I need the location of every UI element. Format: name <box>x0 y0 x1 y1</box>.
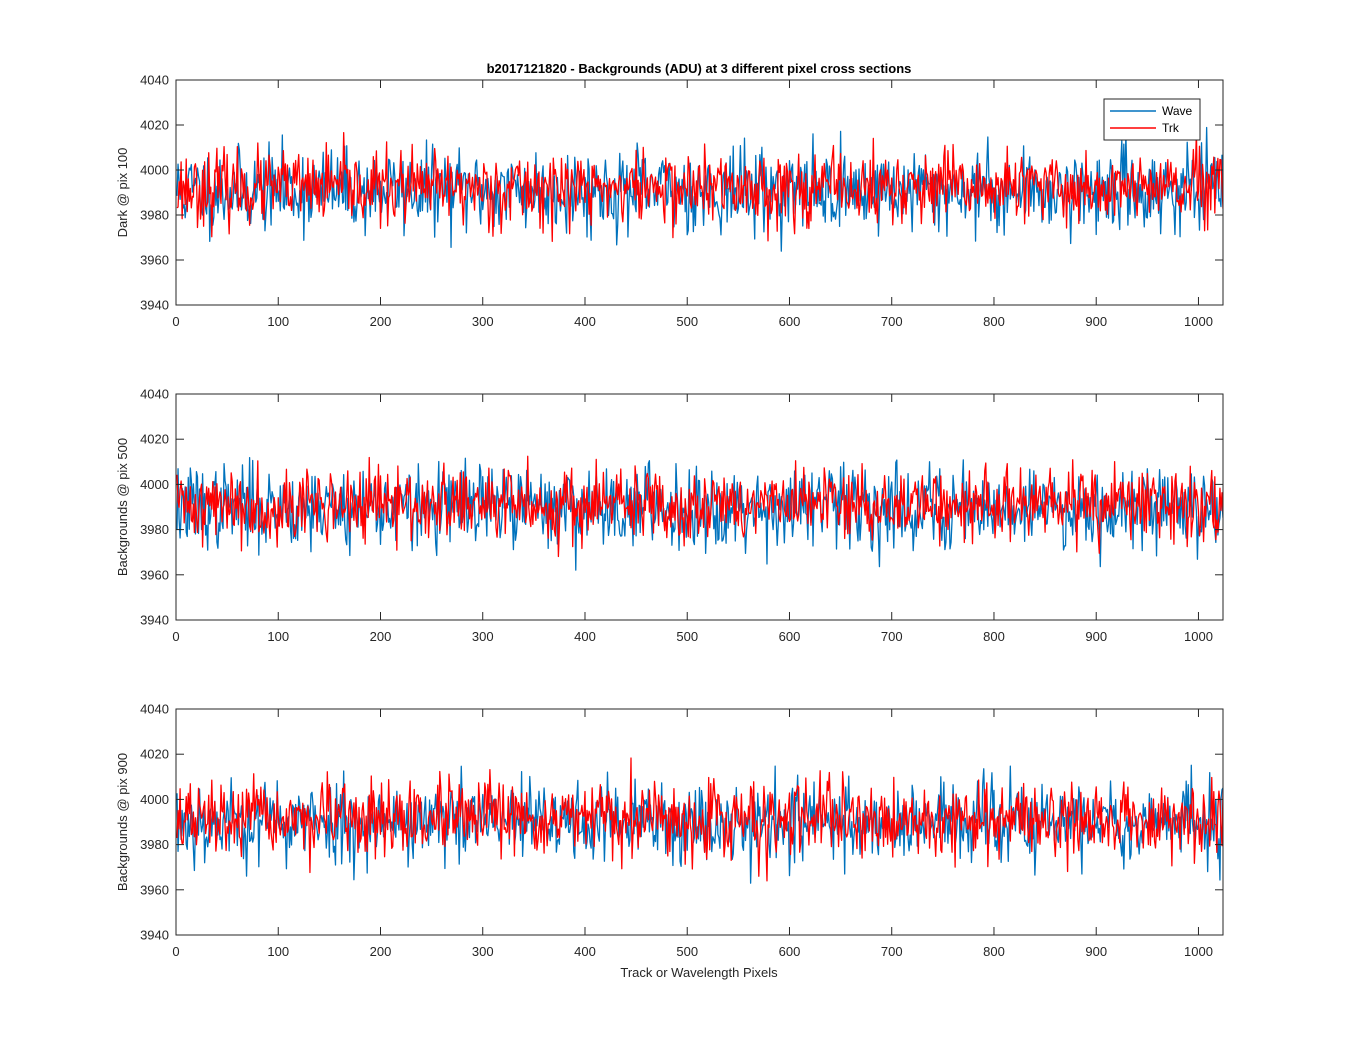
series-line-trk <box>176 130 1223 242</box>
x-tick-label: 1000 <box>1184 629 1213 644</box>
y-tick-label: 3940 <box>140 298 169 313</box>
series-line-trk <box>176 757 1223 882</box>
x-tick-label: 700 <box>881 629 903 644</box>
x-tick-label: 0 <box>172 629 179 644</box>
x-tick-label: 400 <box>574 314 596 329</box>
x-tick-label: 200 <box>370 314 392 329</box>
y-tick-label: 3940 <box>140 928 169 943</box>
legend-label-wave: Wave <box>1162 104 1193 118</box>
x-tick-label: 600 <box>779 944 801 959</box>
x-tick-label: 800 <box>983 629 1005 644</box>
x-tick-label: 200 <box>370 629 392 644</box>
y-tick-label: 4000 <box>140 477 169 492</box>
y-axis-label: Dark @ pix 100 <box>115 148 130 238</box>
x-tick-label: 800 <box>983 314 1005 329</box>
series-layer <box>176 126 1223 252</box>
x-tick-label: 1000 <box>1184 944 1213 959</box>
series-line-wave <box>176 456 1223 571</box>
legend-label-trk: Trk <box>1162 121 1180 135</box>
chart-title: b2017121820 - Backgrounds (ADU) at 3 dif… <box>487 61 912 76</box>
y-tick-label: 4000 <box>140 163 169 178</box>
y-tick-label: 3940 <box>140 613 169 628</box>
tick-layer: 0 100 200 300 400 500 600 700 800 900 1000 3940 3960… <box>140 73 1223 329</box>
x-tick-label: 900 <box>1085 314 1107 329</box>
x-tick-label: 300 <box>472 629 494 644</box>
x-tick-label: 500 <box>676 944 698 959</box>
y-tick-label: 3960 <box>140 882 169 897</box>
x-tick-label: 500 <box>676 314 698 329</box>
series-line-trk <box>176 455 1223 558</box>
y-tick-label: 4040 <box>140 702 169 717</box>
y-tick-label: 3960 <box>140 253 169 268</box>
x-tick-label: 500 <box>676 629 698 644</box>
x-tick-label: 1000 <box>1184 314 1213 329</box>
y-tick-label: 3980 <box>140 837 169 852</box>
x-tick-label: 600 <box>779 629 801 644</box>
series-layer <box>176 757 1223 884</box>
x-tick-label: 400 <box>574 629 596 644</box>
x-tick-label: 400 <box>574 944 596 959</box>
x-tick-label: 100 <box>267 944 289 959</box>
subplot-backgrounds-pix-500: 0 100 200 300 400 500 600 700 800 900 1000 3940 3960… <box>115 387 1224 644</box>
y-tick-label: 4000 <box>140 792 169 807</box>
axes-box <box>175 708 1224 936</box>
legend-box <box>1103 98 1201 141</box>
tick-layer: 0 100 200 300 400 500 600 700 800 900 1000 3940 3960… <box>140 702 1223 959</box>
series-layer <box>176 455 1223 571</box>
axes-box <box>175 79 1224 306</box>
x-tick-label: 300 <box>472 944 494 959</box>
x-axis-label: Track or Wavelength Pixels <box>620 965 778 980</box>
x-tick-label: 100 <box>267 629 289 644</box>
x-tick-label: 0 <box>172 314 179 329</box>
y-axis-label: Backgrounds @ pix 500 <box>115 438 130 576</box>
x-tick-label: 600 <box>779 314 801 329</box>
x-tick-label: 900 <box>1085 944 1107 959</box>
y-axis-label: Backgrounds @ pix 900 <box>115 753 130 891</box>
x-tick-label: 800 <box>983 944 1005 959</box>
x-tick-label: 0 <box>172 944 179 959</box>
y-tick-label: 4040 <box>140 387 169 402</box>
x-tick-label: 200 <box>370 944 392 959</box>
x-tick-label: 300 <box>472 314 494 329</box>
y-tick-label: 3980 <box>140 522 169 537</box>
y-tick-label: 4020 <box>140 747 169 762</box>
y-tick-label: 4020 <box>140 432 169 447</box>
subplot-dark-pix-100: b2017121820 - Backgrounds (ADU) at 3 dif… <box>115 61 1224 329</box>
x-tick-label: 700 <box>881 944 903 959</box>
y-tick-label: 4020 <box>140 118 169 133</box>
legend: Wave Trk <box>1103 98 1201 141</box>
y-tick-label: 3980 <box>140 208 169 223</box>
tick-layer: 0 100 200 300 400 500 600 700 800 900 1000 3940 3960… <box>140 387 1223 644</box>
y-tick-label: 3960 <box>140 567 169 582</box>
y-tick-label: 4040 <box>140 73 169 88</box>
axes-box <box>175 393 1224 621</box>
x-tick-label: 700 <box>881 314 903 329</box>
x-tick-label: 100 <box>267 314 289 329</box>
x-tick-label: 900 <box>1085 629 1107 644</box>
subplot-backgrounds-pix-900: 0 100 200 300 400 500 600 700 800 900 1000 3940 3960… <box>115 702 1224 980</box>
